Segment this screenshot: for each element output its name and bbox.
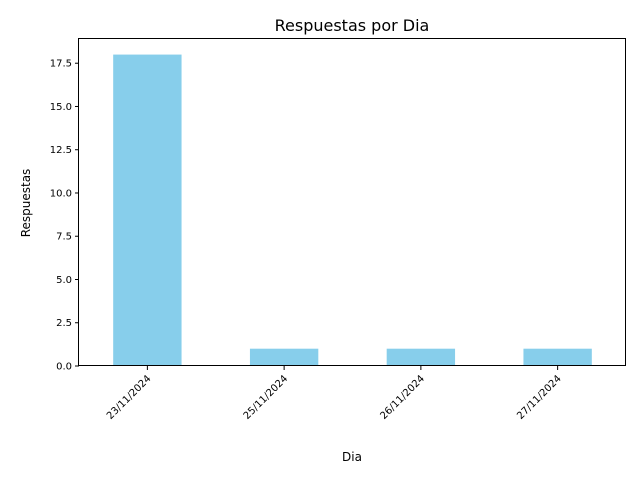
y-tick-label: 17.5: [50, 59, 72, 70]
y-tick-label: 10.0: [50, 188, 72, 199]
bars-group: [113, 54, 592, 366]
y-tick-label: 15.0: [50, 102, 72, 113]
y-tick-label: 7.5: [56, 232, 72, 243]
x-tick-label: 23/11/2024: [105, 373, 154, 422]
bar-26-11-2024: [386, 348, 456, 366]
x-tick-label: 25/11/2024: [242, 373, 291, 422]
y-axis-ticks: 0.0 2.5 5.0 7.5 10.0 12.5 15.0 17.5: [50, 59, 79, 373]
plot-frame: [78, 38, 626, 366]
chart-title: Respuestas por Dia: [275, 16, 430, 35]
y-tick-label: 5.0: [56, 275, 72, 286]
bar-25-11-2024: [249, 348, 319, 366]
bar-27-11-2024: [523, 348, 592, 366]
bar-23-11-2024: [113, 54, 182, 366]
y-axis-label: Respuestas: [19, 169, 33, 238]
x-axis-ticks: 23/11/2024 25/11/2024 26/11/2024 27/11/2024: [105, 366, 564, 422]
x-tick-label: 27/11/2024: [515, 373, 564, 422]
y-tick-label: 0.0: [56, 362, 72, 373]
x-axis-label: Dia: [342, 450, 362, 464]
x-tick-label: 26/11/2024: [378, 373, 427, 422]
y-tick-label: 12.5: [50, 145, 72, 156]
y-tick-label: 2.5: [56, 318, 72, 329]
